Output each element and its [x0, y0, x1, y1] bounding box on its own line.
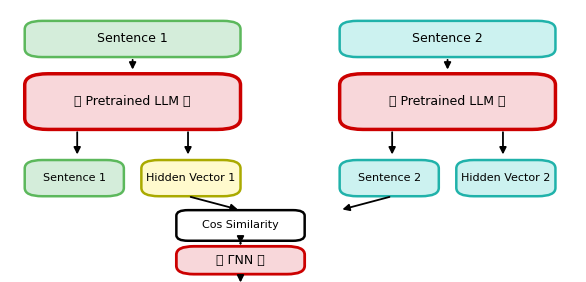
Text: Hidden Vector 1: Hidden Vector 1 — [146, 173, 236, 183]
FancyBboxPatch shape — [340, 160, 439, 196]
Text: Hidden Vector 2: Hidden Vector 2 — [461, 173, 551, 183]
FancyBboxPatch shape — [25, 160, 124, 196]
FancyBboxPatch shape — [141, 160, 240, 196]
Text: 🔥 ΓNN 🔥: 🔥 ΓNN 🔥 — [216, 254, 265, 267]
FancyBboxPatch shape — [176, 246, 305, 274]
FancyBboxPatch shape — [456, 160, 556, 196]
FancyBboxPatch shape — [340, 21, 556, 57]
FancyBboxPatch shape — [25, 21, 240, 57]
FancyBboxPatch shape — [340, 74, 556, 129]
Text: Sentence 1: Sentence 1 — [97, 32, 168, 45]
Text: Sentence 2: Sentence 2 — [357, 173, 421, 183]
Text: 🔥 Pretrained LLM 🔥: 🔥 Pretrained LLM 🔥 — [74, 95, 191, 108]
Text: Sentence 2: Sentence 2 — [412, 32, 483, 45]
Text: Sentence 1: Sentence 1 — [43, 173, 106, 183]
FancyBboxPatch shape — [176, 210, 305, 241]
Text: 🔥 Pretrained LLM 🔥: 🔥 Pretrained LLM 🔥 — [389, 95, 506, 108]
FancyBboxPatch shape — [25, 74, 240, 129]
Text: Cos Similarity: Cos Similarity — [202, 221, 279, 230]
